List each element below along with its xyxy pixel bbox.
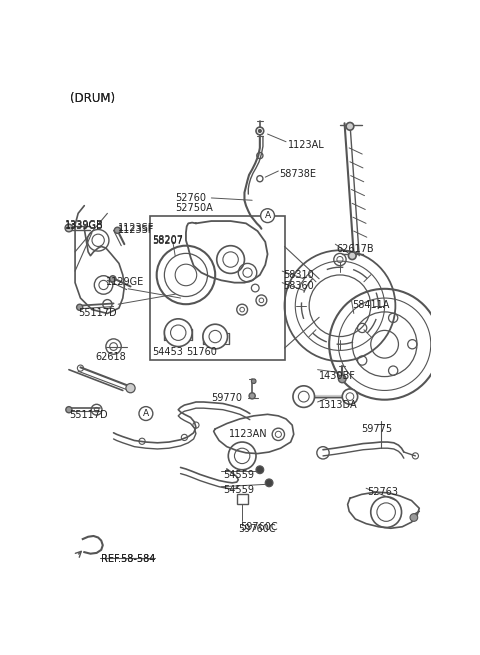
Circle shape [342, 389, 358, 404]
Bar [237, 495, 248, 504]
Circle shape [65, 224, 73, 232]
Circle shape [164, 319, 192, 346]
Circle shape [410, 514, 418, 521]
Text: 1123AL: 1123AL [288, 140, 325, 150]
Circle shape [293, 386, 314, 407]
Circle shape [110, 276, 116, 282]
Text: REF.58-584: REF.58-584 [101, 555, 156, 565]
Text: 58207: 58207 [152, 235, 183, 245]
Circle shape [126, 384, 135, 393]
Text: 55117D: 55117D [78, 308, 117, 318]
Circle shape [338, 375, 346, 383]
Text: (DRUM): (DRUM) [71, 92, 116, 105]
Bar [150, 215, 285, 360]
Text: 1339GB: 1339GB [65, 219, 104, 229]
Text: 1339GB: 1339GB [65, 221, 104, 231]
Circle shape [139, 407, 153, 421]
Text: 52763: 52763 [368, 487, 399, 496]
Text: 52760: 52760 [175, 193, 206, 202]
Circle shape [265, 479, 273, 487]
Text: A: A [143, 409, 149, 418]
Circle shape [66, 407, 72, 413]
Text: 62617B: 62617B [337, 244, 374, 254]
Text: 52750A: 52750A [175, 203, 213, 214]
Text: (DRUM): (DRUM) [71, 92, 116, 105]
Text: 58207: 58207 [152, 236, 183, 246]
Text: 51760: 51760 [186, 346, 217, 356]
Text: 55117D: 55117D [69, 409, 108, 420]
Text: 1129GE: 1129GE [106, 277, 144, 288]
Text: 1123SF: 1123SF [118, 223, 155, 233]
Circle shape [114, 227, 120, 233]
Circle shape [252, 379, 256, 384]
Circle shape [249, 393, 255, 399]
Text: 58360: 58360 [283, 281, 314, 291]
Text: 62618: 62618 [96, 352, 127, 362]
Circle shape [203, 324, 228, 349]
Text: 59760C: 59760C [240, 522, 277, 532]
Circle shape [258, 130, 262, 132]
Circle shape [348, 252, 356, 259]
Text: 59770: 59770 [211, 393, 242, 403]
Circle shape [346, 122, 354, 130]
Text: 1123AN: 1123AN [229, 429, 268, 439]
Text: 58310: 58310 [283, 270, 314, 280]
Text: 1123SF: 1123SF [118, 225, 155, 235]
Text: 54559: 54559 [223, 485, 254, 495]
Text: 54559: 54559 [223, 470, 254, 479]
Text: 54453: 54453 [152, 346, 183, 356]
Text: A: A [264, 211, 271, 220]
Circle shape [256, 127, 264, 135]
Text: 1313DA: 1313DA [319, 400, 358, 411]
Text: 1430BF: 1430BF [319, 371, 356, 381]
Text: 58411A: 58411A [352, 301, 390, 310]
Text: REF.58-584: REF.58-584 [101, 555, 156, 565]
Circle shape [261, 209, 275, 223]
Circle shape [256, 466, 264, 474]
Text: 59775: 59775 [361, 424, 393, 434]
Circle shape [77, 304, 83, 310]
Text: 59760C: 59760C [238, 523, 276, 534]
Text: 58738E: 58738E [279, 170, 316, 179]
